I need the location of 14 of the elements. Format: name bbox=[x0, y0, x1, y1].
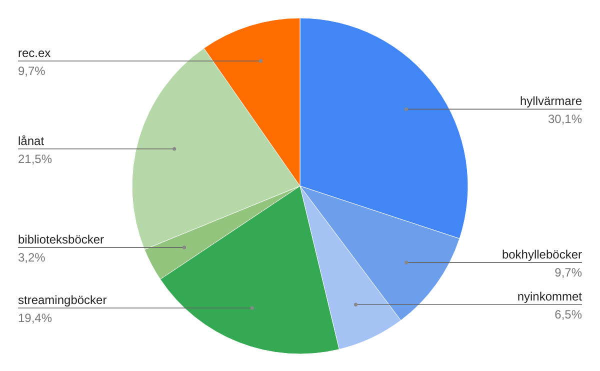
data-label: 3,2% bbox=[18, 250, 46, 264]
slice-label: lånat bbox=[18, 134, 45, 148]
slice-label: hyllvärmare bbox=[520, 94, 582, 108]
slice-label: biblioteksböcker bbox=[18, 232, 104, 246]
data-label: 9,7% bbox=[554, 265, 582, 280]
slice-label: nyinkommet bbox=[517, 290, 583, 304]
data-label: 19,4% bbox=[18, 311, 52, 326]
data-label: 30,1% bbox=[548, 112, 582, 126]
slice-label: bokhylleböcker bbox=[502, 247, 582, 262]
data-label: 6,5% bbox=[554, 308, 582, 322]
slice-label: rec.ex bbox=[18, 46, 51, 60]
slice-label: streamingböcker bbox=[18, 293, 107, 308]
data-label: 21,5% bbox=[18, 152, 52, 166]
data-label: 9,7% bbox=[18, 64, 46, 78]
